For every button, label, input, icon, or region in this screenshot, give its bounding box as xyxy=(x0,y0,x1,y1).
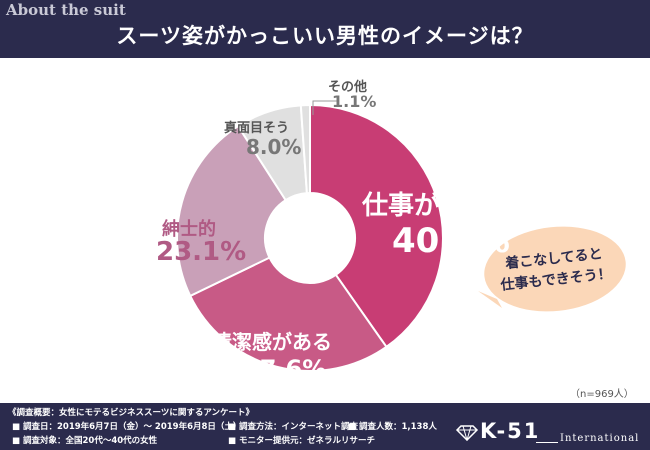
label-serious-value: 8.0% xyxy=(246,135,302,159)
brand-logo-subtext: International xyxy=(560,433,640,444)
survey-target: ■ 調査対象：全国20代〜40代の女性 xyxy=(12,436,158,446)
survey-title: 《調査概要：女性にモテるビジネススーツに関するアンケート》 xyxy=(8,408,254,418)
brand-logo-text: K-51 xyxy=(480,419,541,443)
label-other-category: その他 xyxy=(328,80,368,95)
survey-count: ■ 調査人数：1,138人 xyxy=(348,422,437,432)
slice-work xyxy=(309,103,444,349)
section-label: About the suit xyxy=(6,1,126,19)
label-work-value: 40.3% xyxy=(392,221,510,261)
label-gentleman-value: 23.1% xyxy=(156,237,247,267)
slice-other xyxy=(299,103,311,195)
label-work-category: 仕事ができる xyxy=(362,191,518,221)
diamond-logo-icon xyxy=(455,425,479,441)
slice-gentleman xyxy=(176,124,288,298)
logo-underline xyxy=(536,442,558,443)
survey-provider: ■ モニター提供元：ゼネラルリサーチ xyxy=(228,436,375,446)
footer-bar: 《調査概要：女性にモテるビジネススーツに関するアンケート》 ■ 調査日：2019… xyxy=(0,403,650,450)
label-clean-value: 27.6% xyxy=(243,355,327,383)
label-gentleman-category: 紳士的 xyxy=(162,219,216,240)
label-serious-category: 真面目そう xyxy=(224,121,290,136)
sample-size-note: （n=969人） xyxy=(570,389,634,400)
other-leader-line xyxy=(312,100,337,115)
speech-bubble-tail xyxy=(478,291,502,308)
survey-date: ■ 調査日：2019年6月7日（金）〜 2019年6月8日（土） xyxy=(12,422,242,432)
survey-method: ■ 調査方法：インターネット調査 xyxy=(228,422,358,432)
slice-clean xyxy=(188,256,388,372)
label-other-value: 1.1% xyxy=(332,92,377,111)
donut-slices xyxy=(176,103,444,372)
page-title: スーツ姿がかっこいい男性のイメージは？ xyxy=(116,24,534,48)
label-clean-category: 清潔感がある xyxy=(212,330,332,354)
speech-bubble-shape xyxy=(484,226,626,312)
donut-chart: 着こなしてると 仕事もできそう！ xyxy=(176,100,626,372)
speech-bubble: 着こなしてると 仕事もできそう！ xyxy=(478,226,626,312)
header-bar: About the suit スーツ姿がかっこいい男性のイメージは？ xyxy=(0,0,650,58)
